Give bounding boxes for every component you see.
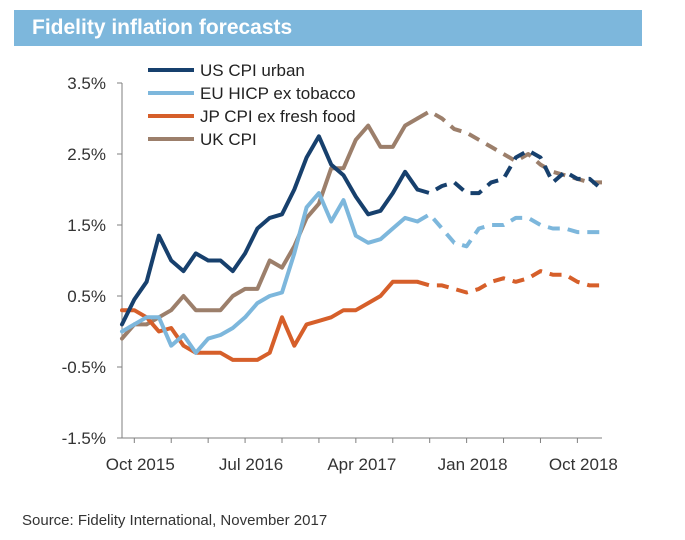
series-line-actual-us-cpi-urban <box>120 134 420 327</box>
series-line-forecast-eu-hicp-ex-tobacco <box>416 212 602 249</box>
x-tick-label: Jul 2016 <box>219 455 283 474</box>
x-tick-label: Apr 2017 <box>327 455 396 474</box>
y-tick-label: -1.5% <box>62 429 106 448</box>
y-tick-label: 0.5% <box>67 287 106 306</box>
legend-label: JP CPI ex fresh food <box>200 107 356 126</box>
y-tick-label: 3.5% <box>67 74 106 93</box>
y-tick-label: 1.5% <box>67 216 106 235</box>
series-line-actual-uk-cpi <box>120 116 420 341</box>
series-line-actual-jp-cpi-ex-fresh-food <box>120 279 420 362</box>
y-tick-label: 2.5% <box>67 145 106 164</box>
series-line-forecast-jp-cpi-ex-fresh-food <box>416 269 602 295</box>
x-tick-label: Oct 2018 <box>549 455 618 474</box>
legend-label: UK CPI <box>200 130 257 149</box>
legend-label: US CPI urban <box>200 61 305 80</box>
x-tick-label: Jan 2018 <box>438 455 508 474</box>
legend-label: EU HICP ex tobacco <box>200 84 356 103</box>
series-line-forecast-us-cpi-urban <box>416 148 604 196</box>
title-bar: Fidelity inflation forecasts <box>14 10 642 46</box>
y-tick-label: -0.5% <box>62 358 106 377</box>
chart-title: Fidelity inflation forecasts <box>32 16 293 39</box>
x-tick-label: Oct 2015 <box>106 455 175 474</box>
series-line-actual-eu-hicp-ex-tobacco <box>120 191 420 355</box>
source-note: Source: Fidelity International, November… <box>22 512 328 529</box>
series-line-forecast-uk-cpi <box>416 109 602 185</box>
